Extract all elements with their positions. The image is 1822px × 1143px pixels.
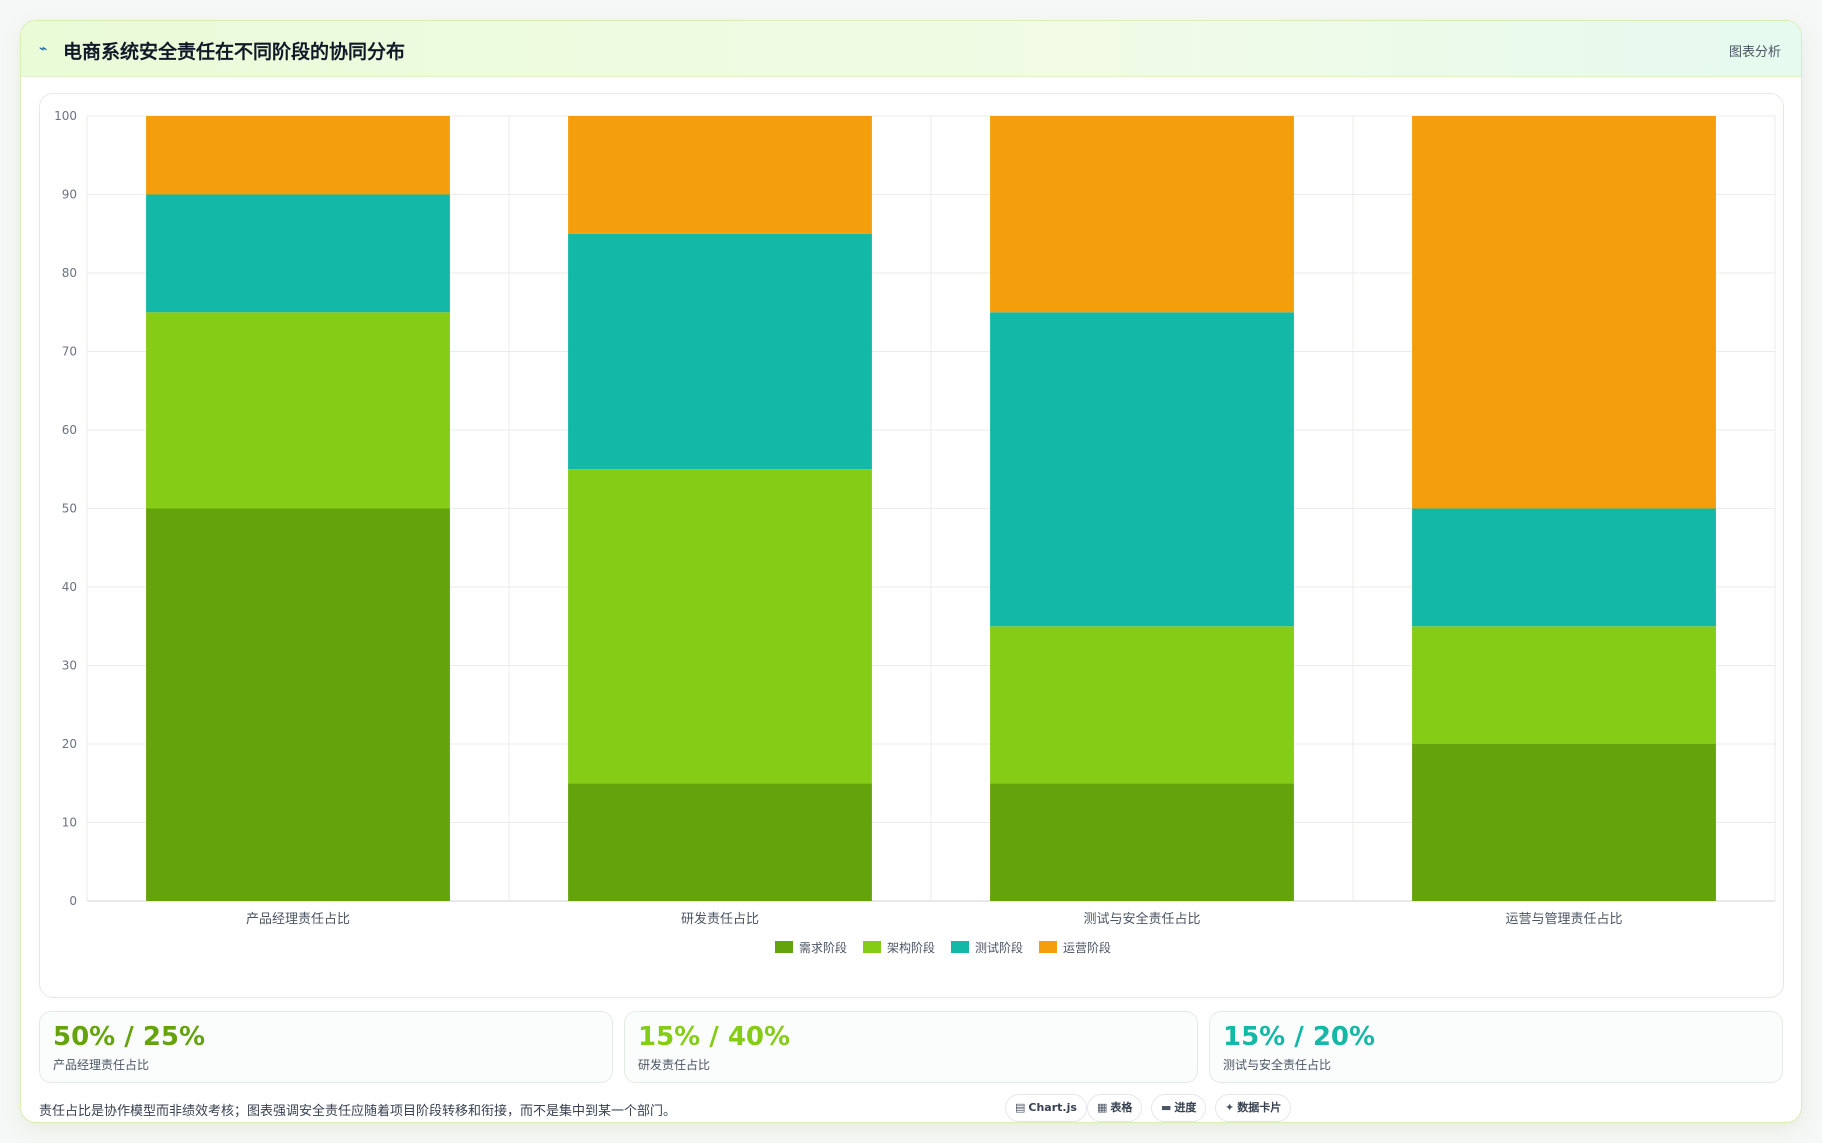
- chart-panel: 0 10 20 30 40 50 60 70 80 90 100 产品经理责任占比 研发责任占比 测试与安…: [39, 93, 1784, 998]
- bar-segment: [1412, 626, 1716, 744]
- y-tick-label: 20: [62, 737, 77, 751]
- x-tick-label: 研发责任占比: [681, 911, 759, 927]
- y-tick-label: 80: [62, 266, 77, 280]
- chart-analysis-button[interactable]: 图表分析: [1728, 45, 1781, 60]
- pill-label: Chart.js: [1028, 1101, 1077, 1114]
- pill-progress[interactable]: ▬ 进度: [1151, 1094, 1207, 1122]
- legend-swatch: [863, 941, 881, 953]
- stat-card: 15% / 20% 测试与安全责任占比: [1209, 1011, 1783, 1083]
- stat-card: 50% / 25% 产品经理责任占比: [39, 1011, 613, 1083]
- legend-swatch: [951, 941, 969, 953]
- card-header: ⌁ 电商系统安全责任在不同阶段的协同分布 图表分析: [21, 21, 1801, 77]
- bar-segment: [146, 116, 450, 195]
- legend-label: 运营阶段: [1063, 940, 1111, 955]
- y-tick-label: 30: [62, 659, 77, 673]
- y-tick-label: 40: [62, 580, 77, 594]
- y-tick-label: 0: [69, 894, 77, 908]
- y-tick-label: 90: [62, 188, 77, 202]
- legend-swatch: [1039, 941, 1057, 953]
- stat-cards: 50% / 25% 产品经理责任占比 15% / 40% 研发责任占比 15% …: [39, 1011, 1784, 1083]
- stat-label: 测试与安全责任占比: [1223, 1058, 1332, 1072]
- pill-chartjs[interactable]: ▤ Chart.js: [1005, 1094, 1087, 1122]
- pill-label: 数据卡片: [1237, 1101, 1282, 1114]
- bar-segment: [146, 508, 450, 901]
- page-title: 电商系统安全责任在不同阶段的协同分布: [63, 41, 406, 63]
- bar-segment: [1412, 116, 1716, 509]
- legend-label: 架构阶段: [887, 940, 935, 955]
- legend-label: 测试阶段: [975, 940, 1023, 955]
- legend-swatch: [775, 941, 793, 953]
- bar-segment: [568, 233, 872, 470]
- stat-value: 15% / 20%: [1223, 1022, 1376, 1052]
- stat-label: 产品经理责任占比: [53, 1058, 150, 1072]
- stat-value: 50% / 25%: [53, 1022, 206, 1052]
- y-tick-label: 70: [62, 345, 77, 359]
- bar-segment: [568, 469, 872, 784]
- trend-icon: ⌁: [39, 41, 48, 57]
- pill-label: 进度: [1174, 1101, 1197, 1114]
- bar-segment: [146, 194, 450, 313]
- x-tick-label: 产品经理责任占比: [246, 912, 350, 927]
- bar-segment: [990, 626, 1294, 784]
- bar-segment: [990, 312, 1294, 627]
- y-tick-label: 50: [62, 502, 77, 516]
- pill-label: 表格: [1110, 1101, 1133, 1114]
- stat-label: 研发责任占比: [638, 1058, 711, 1072]
- bar-segment: [146, 312, 450, 509]
- y-tick-label: 100: [54, 109, 77, 123]
- legend-label: 需求阶段: [799, 940, 847, 955]
- chart-card: ⌁ 电商系统安全责任在不同阶段的协同分布 图表分析 0 10 20 30 40 50 60 7…: [20, 20, 1802, 1123]
- bar-segment: [990, 116, 1294, 313]
- x-tick-label: 测试与安全责任占比: [1083, 911, 1200, 927]
- bar-segment: [1412, 508, 1716, 627]
- stat-card: 15% / 40% 研发责任占比: [624, 1011, 1198, 1083]
- table-icon: ▦: [1097, 1101, 1108, 1114]
- pill-table[interactable]: ▦ 表格: [1087, 1094, 1143, 1122]
- pill-data-card[interactable]: ✦ 数据卡片: [1215, 1094, 1292, 1122]
- y-tick-label: 60: [62, 423, 77, 437]
- stacked-bar-chart: 0 10 20 30 40 50 60 70 80 90 100 产品经理责任占比 研发责任占比 测试与安…: [54, 109, 1776, 955]
- y-tick-label: 10: [62, 816, 77, 830]
- bar-segment: [1412, 744, 1716, 901]
- progress-icon: ▬: [1161, 1101, 1172, 1114]
- sparkle-icon: ✦: [1225, 1101, 1235, 1114]
- bar-segment: [568, 783, 872, 901]
- footer-note: 责任占比是协作模型而非绩效考核；图表强调安全责任应随着项目阶段转移和衔接，而不是…: [39, 1104, 677, 1119]
- stat-value: 15% / 40%: [638, 1022, 791, 1052]
- x-tick-label: 运营与管理责任占比: [1505, 912, 1622, 927]
- bar-segment: [568, 116, 872, 234]
- chart-icon: ▤: [1015, 1101, 1026, 1114]
- bar-segment: [990, 783, 1294, 901]
